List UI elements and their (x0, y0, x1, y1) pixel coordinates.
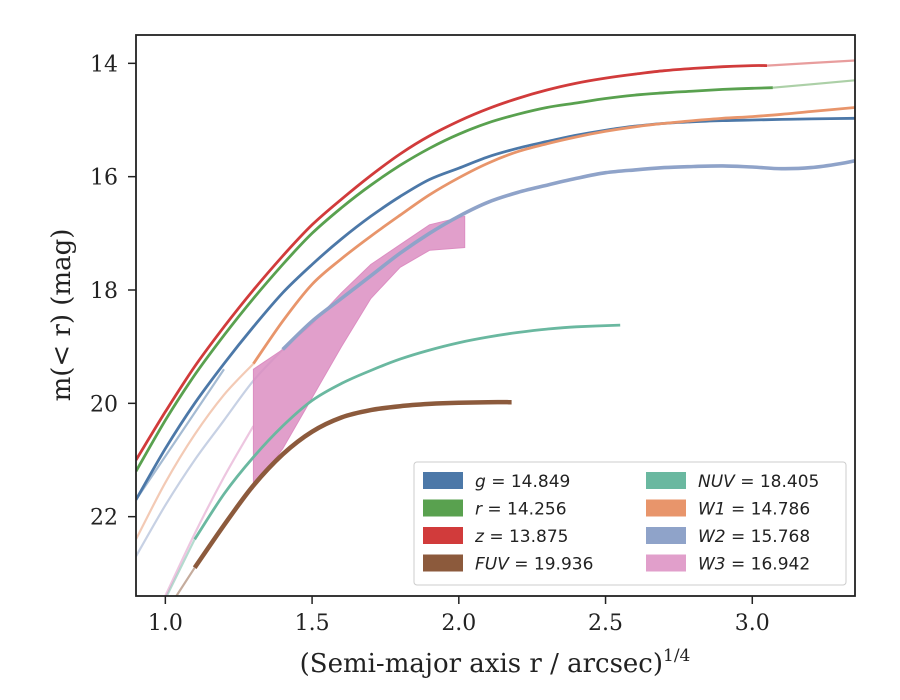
legend-label-g: g = 14.849 (475, 472, 570, 492)
x-axis-ticks: 1.0 1.5 2.0 2.5 3.0 (148, 596, 770, 636)
legend-swatch-w3 (646, 554, 686, 572)
y-tick-label: 20 (90, 392, 118, 417)
nuv-extrapolated-line-0 (165, 538, 196, 596)
legend-swatch-r (423, 499, 463, 517)
legend-label-w3: W3 = 16.942 (698, 555, 810, 575)
w3-extrapolated-line-0 (164, 425, 255, 596)
y-tick-label: 16 (90, 166, 118, 191)
measured-curves (136, 64, 855, 569)
legend-label-w1: W1 = 14.786 (698, 500, 810, 520)
z-extrapolated-line-0 (766, 59, 855, 67)
x-tick-label: 1.0 (148, 611, 183, 636)
legend-swatch-z (423, 527, 463, 544)
x-tick-label: 1.5 (295, 611, 330, 636)
fuv-extrapolated-line-0 (175, 567, 196, 596)
legend-label-w2: W2 = 15.768 (698, 527, 810, 547)
y-tick-label: 14 (90, 52, 118, 77)
x-tick-label: 2.0 (441, 611, 476, 636)
g-line (136, 116, 855, 501)
fuv-line (192, 399, 512, 569)
legend-entries: g = 14.849 r = 14.256 z = 13.875 FUV = 19.9… (423, 472, 819, 575)
w2-line (281, 159, 855, 351)
plot-frame (135, 34, 856, 597)
legend-box (413, 461, 847, 586)
w1-line (252, 106, 855, 365)
r-extrapolated-line-0 (772, 79, 855, 89)
nuv-line (193, 323, 621, 541)
legend-label-fuv: FUV = 19.936 (475, 555, 593, 575)
legend-label-r: r = 14.256 (475, 500, 567, 520)
r-line (136, 86, 773, 472)
x-tick-label: 3.0 (735, 611, 770, 636)
legend-label-z: z = 13.875 (474, 527, 568, 547)
legend-swatch-fuv (423, 554, 463, 572)
x-axis-label-exponent: 1/4 (663, 646, 690, 666)
legend-swatch-w2 (646, 527, 686, 544)
w3-band (252, 215, 466, 490)
y-axis-ticks: 14 16 18 20 22 (90, 52, 136, 531)
x-axis-label: (Semi-major axis r / arcsec)1/4 (300, 646, 691, 679)
y-axis-label: m(< r) (mag) (47, 229, 77, 402)
w3-uncertainty-band (252, 215, 466, 490)
plot-area (136, 59, 855, 596)
legend-swatch-nuv (646, 472, 686, 489)
y-tick-label: 18 (90, 279, 118, 304)
w1-extrapolated-line-0 (136, 362, 255, 540)
x-tick-label: 2.5 (588, 611, 623, 636)
y-tick-label: 22 (90, 506, 118, 531)
z-line (136, 64, 768, 461)
legend: g = 14.849 r = 14.256 z = 13.875 FUV = 19.9… (413, 461, 847, 586)
legend-label-nuv: NUV = 18.405 (698, 472, 819, 492)
legend-swatch-w1 (646, 499, 686, 517)
legend-swatch-g (423, 472, 463, 489)
